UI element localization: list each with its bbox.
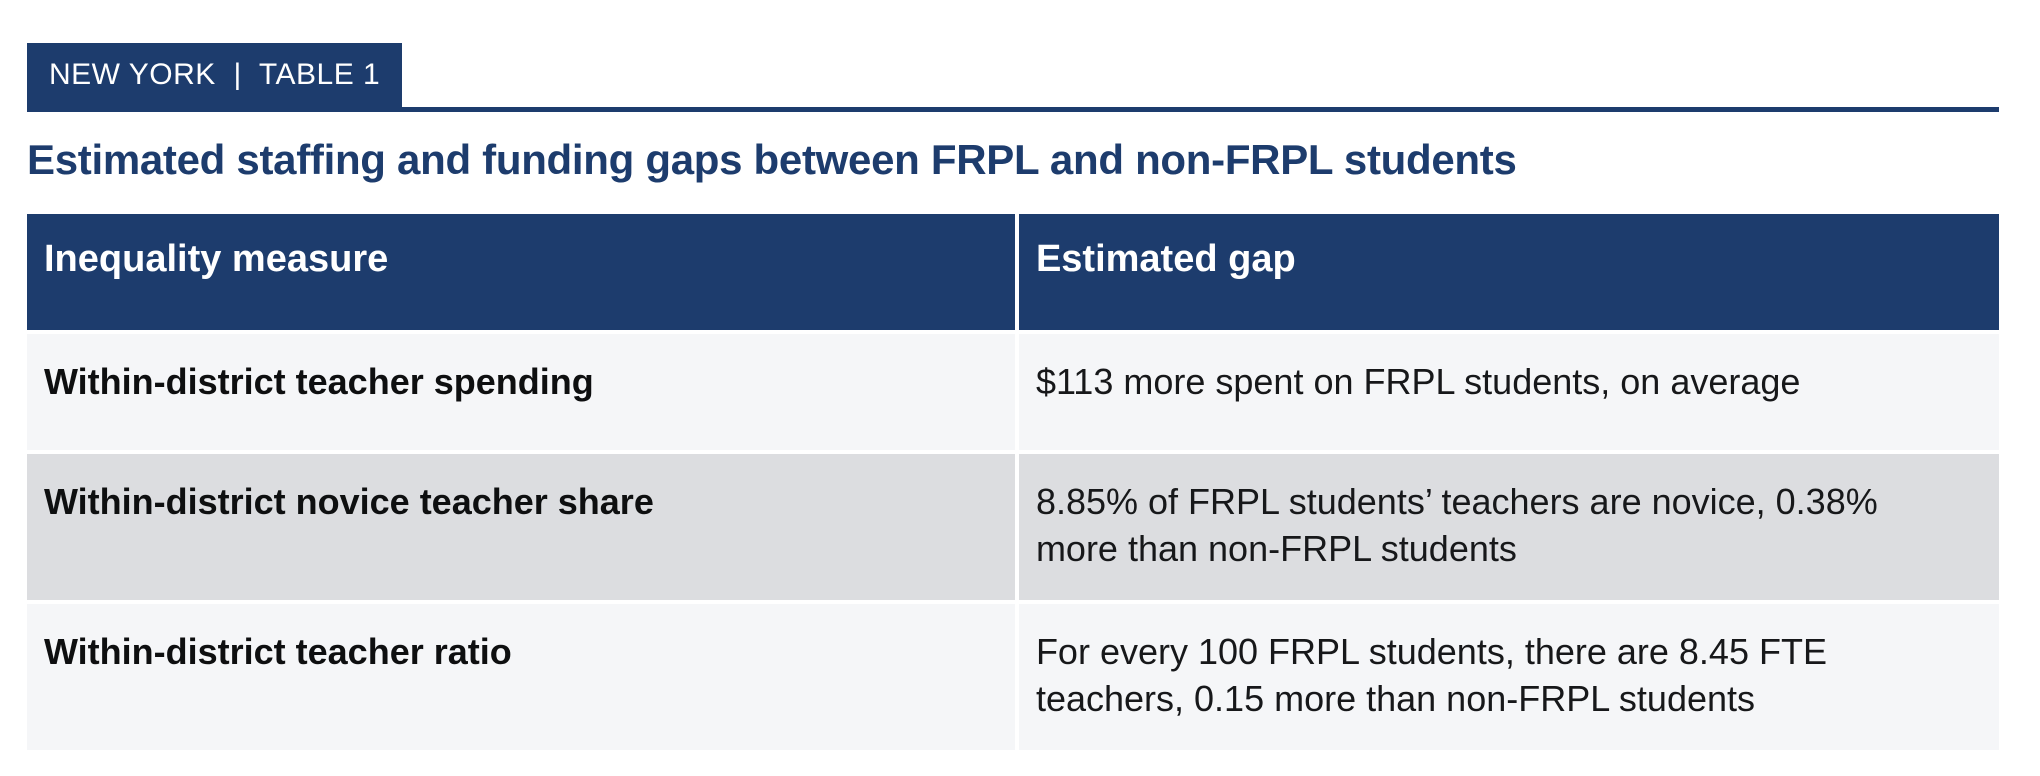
- gap-cell: 8.85% of FRPL students’ teachers are nov…: [1016, 450, 1999, 602]
- column-header-estimated-gap: Estimated gap: [1016, 214, 1999, 332]
- measure-cell: Within-district teacher spending: [27, 330, 1019, 452]
- table-row: Within-district teacher spending $113 mo…: [27, 330, 1999, 452]
- inequality-gap-table: Inequality measure Estimated gap Within-…: [27, 214, 1999, 750]
- table-row: Within-district novice teacher share 8.8…: [27, 450, 1999, 602]
- report-table-figure: NEW YORK | TABLE 1 Estimated staffing an…: [27, 0, 1999, 750]
- gap-cell: For every 100 FRPL students, there are 8…: [1016, 600, 1999, 750]
- table-header-row: Inequality measure Estimated gap: [27, 214, 1999, 332]
- region-tag-badge: NEW YORK | TABLE 1: [27, 43, 403, 107]
- column-header-inequality-measure: Inequality measure: [27, 214, 1019, 332]
- measure-cell: Within-district teacher ratio: [27, 600, 1019, 750]
- page-title: Estimated staffing and funding gaps betw…: [27, 136, 1517, 183]
- table-row: Within-district teacher ratio For every …: [27, 600, 1999, 750]
- header-rule: NEW YORK | TABLE 1: [27, 0, 1999, 112]
- gap-cell: $113 more spent on FRPL students, on ave…: [1016, 330, 1999, 452]
- measure-cell: Within-district novice teacher share: [27, 450, 1019, 602]
